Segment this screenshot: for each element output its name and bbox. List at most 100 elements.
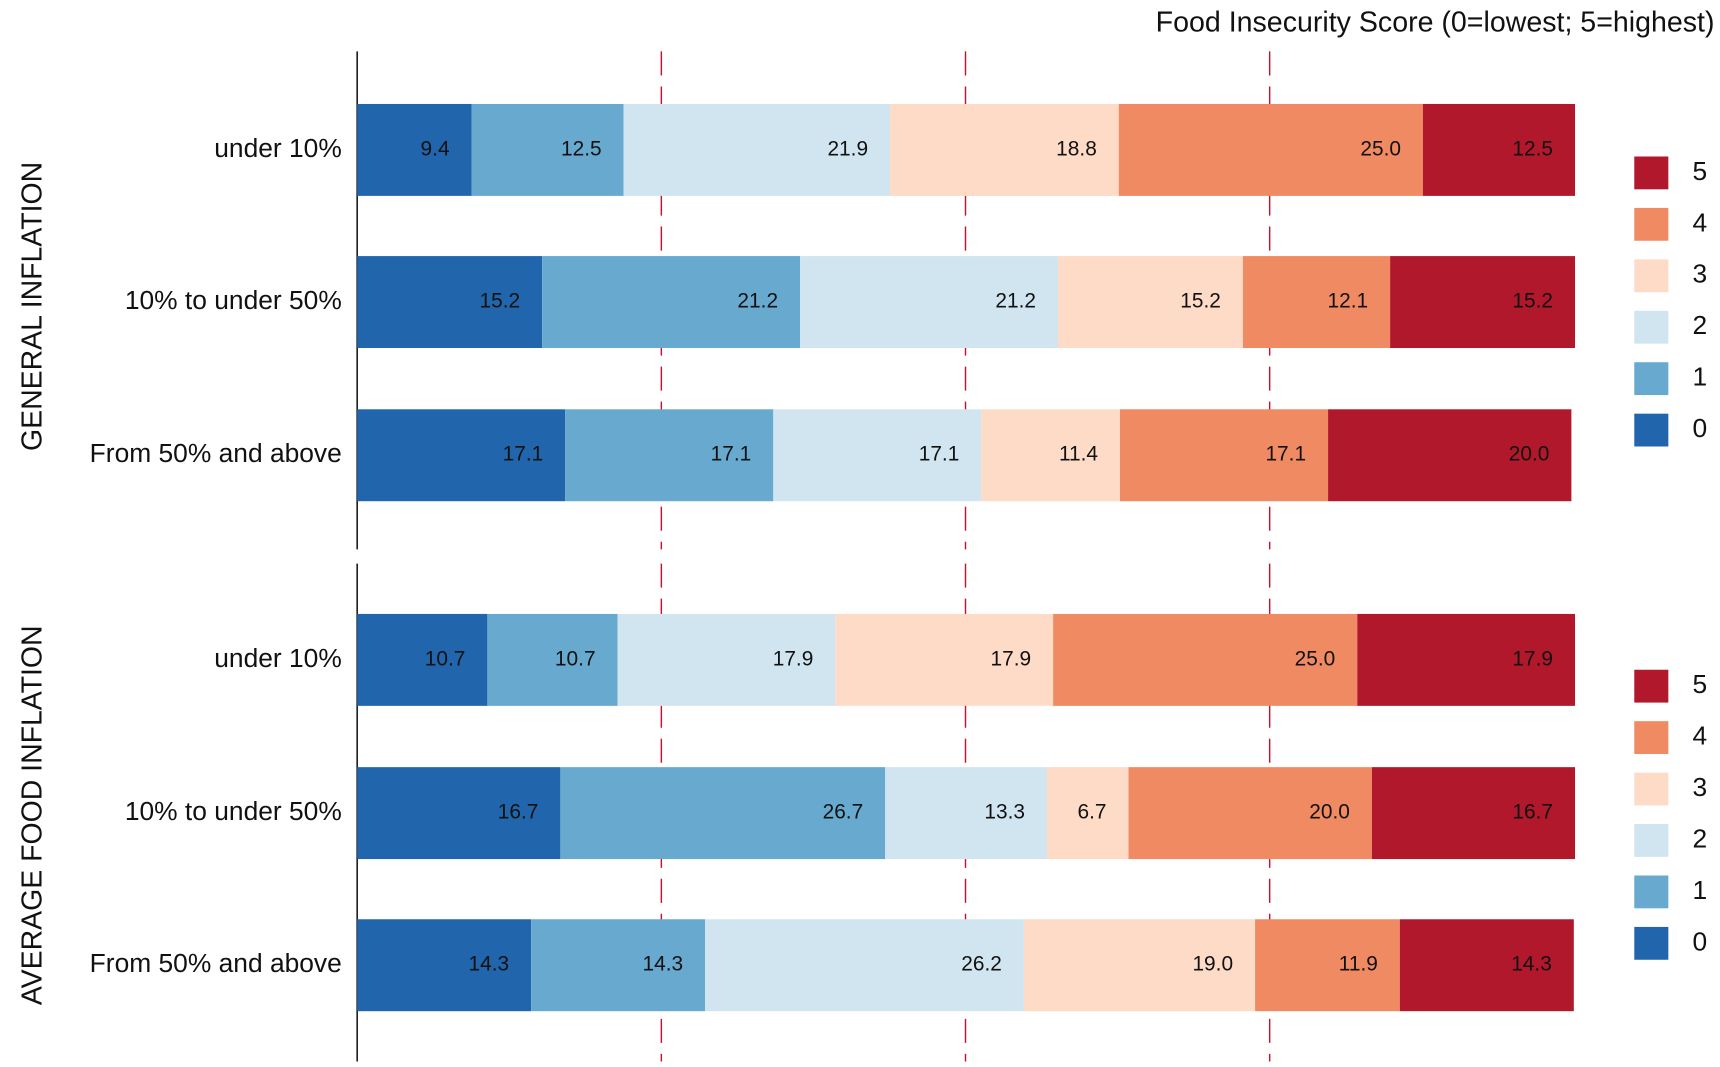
value-label: 16.7 (498, 801, 539, 824)
legend-label: 3 (1693, 259, 1708, 289)
bar-segment (705, 919, 1024, 1012)
value-label: 10.7 (425, 647, 466, 670)
value-label: 11.9 (1339, 953, 1378, 976)
legend-label: 4 (1693, 207, 1708, 237)
legend-swatch (1634, 824, 1669, 857)
legend-label: 3 (1693, 772, 1708, 802)
legend-swatch (1634, 772, 1669, 806)
value-label: 12.5 (1512, 137, 1553, 160)
value-label: 21.2 (737, 290, 778, 313)
bar-segment (357, 767, 561, 860)
bar-segment (1047, 767, 1129, 860)
value-label: 17.1 (919, 443, 960, 466)
value-label: 6.7 (1078, 801, 1107, 824)
value-label: 17.1 (711, 443, 752, 466)
bar-segment (800, 256, 1058, 349)
bar-segment (981, 409, 1121, 502)
value-label: 18.8 (1056, 137, 1097, 160)
value-label: 10.7 (555, 647, 596, 670)
bar-segment (357, 613, 488, 706)
legend-label: 5 (1693, 156, 1708, 186)
bar-segment (357, 103, 472, 196)
bar-segment (531, 919, 706, 1012)
value-label: 17.9 (990, 647, 1031, 670)
value-label: 14.3 (643, 953, 684, 976)
legend-label: 0 (1693, 926, 1708, 956)
value-label: 15.2 (480, 290, 521, 313)
legend-swatch (1634, 721, 1669, 755)
value-label: 17.1 (503, 443, 544, 466)
value-label: 12.5 (561, 137, 602, 160)
value-label: 16.7 (1512, 801, 1553, 824)
legend-label: 5 (1693, 669, 1708, 699)
bar-segment (1422, 103, 1576, 196)
bar-segment (560, 767, 886, 860)
value-label: 9.4 (421, 137, 450, 160)
bar-segment (1357, 613, 1576, 706)
legend-swatch (1634, 156, 1669, 190)
value-label: 14.3 (469, 953, 510, 976)
value-label: 15.2 (1512, 290, 1553, 313)
bar-segment (1057, 256, 1243, 349)
legend-label: 1 (1693, 875, 1708, 905)
bar-segment (1399, 919, 1574, 1012)
bar-segment (623, 103, 891, 196)
value-label: 11.4 (1059, 443, 1098, 466)
category-label: 10% to under 50% (125, 796, 342, 826)
value-label: 17.1 (1265, 443, 1306, 466)
chart-title: Food Insecurity Score (0=lowest; 5=highe… (1156, 7, 1715, 39)
legend-swatch (1634, 413, 1669, 447)
bar-segment (617, 613, 836, 706)
bar-segment (885, 767, 1048, 860)
bar-segment (890, 103, 1119, 196)
category-label: under 10% (214, 643, 342, 673)
legend-swatch (1634, 362, 1669, 396)
category-label: under 10% (214, 133, 342, 163)
value-label: 21.2 (995, 290, 1036, 313)
bar-segment (1053, 613, 1358, 706)
bar-segment (1023, 919, 1256, 1012)
legend-swatch (1634, 259, 1669, 293)
category-label: From 50% and above (90, 438, 342, 468)
value-label: 17.9 (773, 647, 814, 670)
value-label: 25.0 (1295, 647, 1336, 670)
value-label: 15.2 (1180, 290, 1221, 313)
bar-segment (835, 613, 1054, 706)
y-axis-label: GENERAL INFLATION (17, 162, 49, 451)
bar-segment (542, 256, 801, 349)
legend-label: 1 (1693, 362, 1708, 392)
bar-segment (773, 409, 982, 502)
bar-segment (1242, 256, 1391, 349)
legend-swatch (1634, 875, 1669, 909)
bar-segment (357, 256, 543, 349)
legend-swatch (1634, 207, 1669, 241)
bar-segment (357, 919, 532, 1012)
value-label: 12.1 (1328, 290, 1369, 313)
value-label: 20.0 (1309, 801, 1350, 824)
bar-segment (1118, 103, 1423, 196)
bar-segment (1255, 919, 1400, 1012)
legend-label: 4 (1693, 721, 1708, 751)
bar-segment (487, 613, 618, 706)
value-label: 25.0 (1360, 137, 1401, 160)
bar-segment (1120, 409, 1329, 502)
value-label: 13.3 (984, 801, 1025, 824)
y-axis-label: AVERAGE FOOD INFLATION (17, 625, 49, 1005)
category-label: From 50% and above (90, 948, 342, 978)
legend-swatch (1634, 669, 1669, 703)
bar-segment (1371, 767, 1576, 860)
legend-swatch (1634, 926, 1669, 960)
bar-segment (471, 103, 624, 196)
legend-label: 2 (1693, 310, 1708, 340)
value-label: 14.3 (1511, 953, 1552, 976)
bar-segment (1390, 256, 1576, 349)
category-label: 10% to under 50% (125, 285, 342, 315)
value-label: 20.0 (1509, 443, 1550, 466)
value-label: 17.9 (1512, 647, 1553, 670)
legend-swatch (1634, 310, 1669, 344)
value-label: 19.0 (1192, 953, 1233, 976)
bar-segment (1128, 767, 1372, 860)
bar-segment (1328, 409, 1572, 502)
